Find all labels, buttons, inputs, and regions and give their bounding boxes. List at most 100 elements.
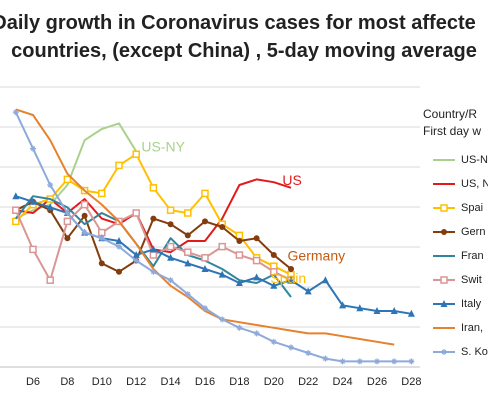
data-point — [46, 203, 54, 211]
data-point — [184, 291, 191, 298]
data-point — [30, 145, 36, 152]
data-point — [115, 237, 123, 244]
data-point — [236, 324, 243, 331]
data-point — [270, 338, 277, 345]
data-point — [12, 206, 20, 214]
legend-swatch — [433, 276, 455, 284]
annotation-label: US-NY — [141, 138, 185, 154]
data-point — [184, 209, 192, 217]
annotation-label: Spain — [270, 270, 306, 286]
legend-label: US-N — [461, 154, 488, 166]
legend-label: Fran — [461, 250, 484, 262]
legend-swatch — [433, 204, 455, 212]
x-tick-label: D24 — [333, 376, 353, 388]
annotation-label: US — [282, 172, 301, 188]
legend-item: US-N — [433, 152, 488, 168]
data-point — [253, 273, 261, 281]
data-point — [270, 252, 277, 258]
data-point — [132, 209, 140, 217]
data-point — [184, 248, 192, 256]
data-point — [440, 204, 448, 212]
data-point — [80, 200, 89, 209]
x-tick-label: D28 — [401, 376, 421, 388]
data-point — [98, 235, 105, 242]
data-point — [356, 304, 364, 312]
legend-title-line-2: First day w — [423, 124, 482, 138]
data-point — [236, 238, 243, 244]
series-line — [15, 122, 138, 220]
series-s-ko — [12, 109, 415, 365]
data-point — [235, 251, 244, 259]
data-point — [167, 221, 174, 228]
data-point — [441, 229, 447, 235]
annotation-label: Germany — [288, 248, 346, 264]
legend-label: Gern — [461, 226, 486, 238]
data-point — [150, 268, 157, 275]
x-tick-label: D16 — [195, 376, 215, 388]
legend-swatch — [433, 300, 455, 307]
legend-item: Gern — [433, 224, 485, 240]
data-point — [81, 212, 88, 219]
data-point — [63, 217, 72, 226]
data-point — [81, 229, 88, 236]
legend-item: Fran — [433, 248, 484, 264]
legend-label: Iran, — [461, 322, 484, 334]
data-point — [218, 270, 226, 278]
data-point — [201, 189, 209, 198]
data-point — [407, 309, 415, 317]
data-point — [184, 259, 192, 267]
legend-swatch — [433, 229, 455, 235]
x-tick-label: D6 — [26, 376, 40, 388]
data-point — [149, 245, 157, 253]
data-point — [253, 235, 260, 242]
data-point — [98, 189, 106, 198]
data-point — [202, 305, 208, 312]
x-tick-label: D20 — [264, 376, 284, 388]
data-point — [63, 175, 72, 184]
annotations: US-NY US Germany Spain — [141, 138, 345, 286]
x-tick-label: D18 — [229, 376, 249, 388]
data-point — [218, 242, 226, 251]
x-tick-label: D10 — [92, 376, 112, 388]
x-tick-label: D26 — [367, 376, 387, 388]
data-point — [288, 344, 294, 351]
legend-item: Swit — [433, 272, 482, 288]
data-point — [149, 184, 158, 192]
data-point — [46, 276, 54, 284]
data-point — [150, 215, 157, 222]
legend-swatch — [433, 349, 455, 355]
data-point — [167, 253, 175, 261]
x-tick-label: D14 — [161, 376, 181, 388]
x-tick-label: D8 — [60, 376, 74, 388]
data-point — [115, 161, 123, 170]
data-point — [12, 109, 19, 116]
data-point — [440, 276, 448, 284]
data-point — [253, 330, 260, 337]
legend-label: US, N — [461, 178, 488, 190]
data-point — [166, 242, 175, 251]
legend-item: Italy — [433, 296, 481, 312]
data-point — [64, 235, 71, 242]
data-point — [12, 217, 20, 226]
data-point — [47, 182, 54, 188]
data-point — [116, 268, 122, 275]
data-point — [167, 277, 174, 284]
chart-title-line-2: countries, (except China) , 5-day moving… — [11, 40, 477, 62]
series-line — [15, 200, 292, 273]
legend-item: Iran, — [433, 320, 483, 336]
data-point — [339, 301, 347, 309]
data-point — [219, 316, 226, 323]
data-point — [29, 197, 37, 205]
data-point — [390, 307, 398, 314]
legend-label: S. Ko — [461, 346, 488, 358]
data-point — [166, 206, 175, 214]
legend-swatch — [433, 327, 455, 329]
legend-swatch — [433, 159, 455, 161]
series-us-n — [15, 122, 138, 220]
data-point — [391, 358, 398, 365]
legend-item: Spai — [433, 200, 483, 216]
legend-swatch — [433, 183, 455, 185]
data-point — [116, 243, 122, 250]
data-point — [133, 257, 140, 264]
